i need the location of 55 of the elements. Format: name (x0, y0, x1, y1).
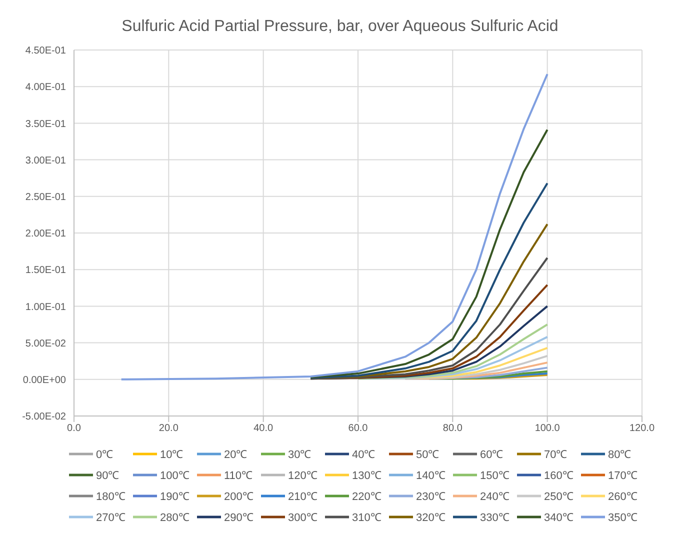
legend-label: 120℃ (288, 469, 318, 482)
legend-label: 310℃ (352, 511, 382, 524)
x-tick-label: 60.0 (348, 423, 368, 434)
legend-label: 70℃ (544, 448, 568, 461)
legend-label: 210℃ (288, 490, 318, 503)
y-tick-label: 1.50E-01 (25, 265, 66, 276)
legend-label: 170℃ (608, 469, 638, 482)
y-tick-label: 5.00E-02 (25, 338, 66, 350)
legend-label: 340℃ (544, 511, 574, 524)
legend-label: 230℃ (416, 490, 446, 503)
legend-label: 260℃ (608, 490, 638, 503)
x-tick-label: 20.0 (158, 423, 179, 434)
legend-label: 180℃ (96, 490, 126, 503)
x-tick-label: 80.0 (442, 423, 463, 434)
y-tick-label: 2.50E-01 (25, 192, 66, 203)
legend-label: 60℃ (480, 448, 504, 461)
legend-label: 300℃ (288, 511, 318, 524)
y-tick-label: 1.00E-01 (25, 302, 66, 313)
legend-label: 240℃ (480, 490, 510, 503)
x-tick-label: 0.0 (67, 423, 82, 434)
legend-label: 30℃ (288, 448, 312, 461)
legend-label: 190℃ (160, 490, 190, 503)
legend-label: 200℃ (224, 490, 254, 503)
legend-label: 100℃ (160, 469, 190, 482)
y-tick-label: -5.00E-02 (22, 412, 66, 423)
legend-label: 280℃ (160, 511, 190, 524)
legend-label: 330℃ (480, 511, 510, 524)
legend-label: 350℃ (608, 511, 638, 524)
chart-title: Sulfuric Acid Partial Pressure, bar, over Aqueous Sulfuric Acid (120, 17, 560, 37)
legend-label: 0℃ (96, 448, 114, 461)
legend-label: 290℃ (224, 511, 254, 524)
legend-label: 40℃ (352, 448, 376, 461)
legend-label: 270℃ (96, 511, 126, 524)
legend-label: 110℃ (224, 469, 253, 482)
legend-label: 140℃ (416, 469, 446, 482)
x-tick-label: 40.0 (254, 423, 274, 434)
legend-label: 50℃ (416, 448, 440, 461)
legend-label: 220℃ (352, 490, 382, 503)
legend-label: 160℃ (544, 469, 574, 482)
y-tick-label: 2.00E-01 (25, 228, 66, 240)
legend-label: 20℃ (224, 448, 248, 461)
y-tick-label: 4.50E-01 (25, 46, 66, 57)
x-tick-label: 100.0 (534, 423, 560, 434)
legend-label: 250℃ (544, 490, 574, 503)
y-tick-label: 4.00E-01 (25, 82, 66, 94)
y-tick-label: 0.00E+00 (22, 374, 66, 386)
legend-label: 130℃ (352, 469, 382, 482)
legend-label: 10℃ (160, 448, 184, 461)
legend-label: 90℃ (96, 469, 120, 482)
y-tick-label: 3.00E-01 (25, 155, 66, 166)
legend-label: 320℃ (416, 511, 446, 524)
legend-label: 150℃ (480, 469, 510, 482)
legend-label: 80℃ (608, 448, 632, 461)
x-tick-label: 120.0 (629, 423, 655, 434)
y-tick-label: 3.50E-01 (25, 118, 66, 130)
